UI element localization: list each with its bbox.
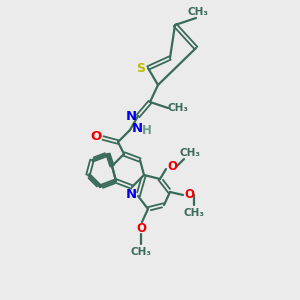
Text: N: N — [131, 122, 142, 136]
Text: CH₃: CH₃ — [167, 103, 188, 113]
Text: CH₃: CH₃ — [130, 247, 152, 257]
Text: N: N — [125, 188, 136, 202]
Text: O: O — [184, 188, 194, 202]
Text: S: S — [136, 61, 146, 74]
Text: CH₃: CH₃ — [179, 148, 200, 158]
Text: O: O — [136, 223, 146, 236]
Text: N: N — [125, 110, 136, 122]
Text: H: H — [142, 124, 152, 136]
Text: O: O — [167, 160, 177, 172]
Text: CH₃: CH₃ — [184, 208, 205, 218]
Text: O: O — [90, 130, 102, 143]
Text: CH₃: CH₃ — [188, 7, 208, 17]
